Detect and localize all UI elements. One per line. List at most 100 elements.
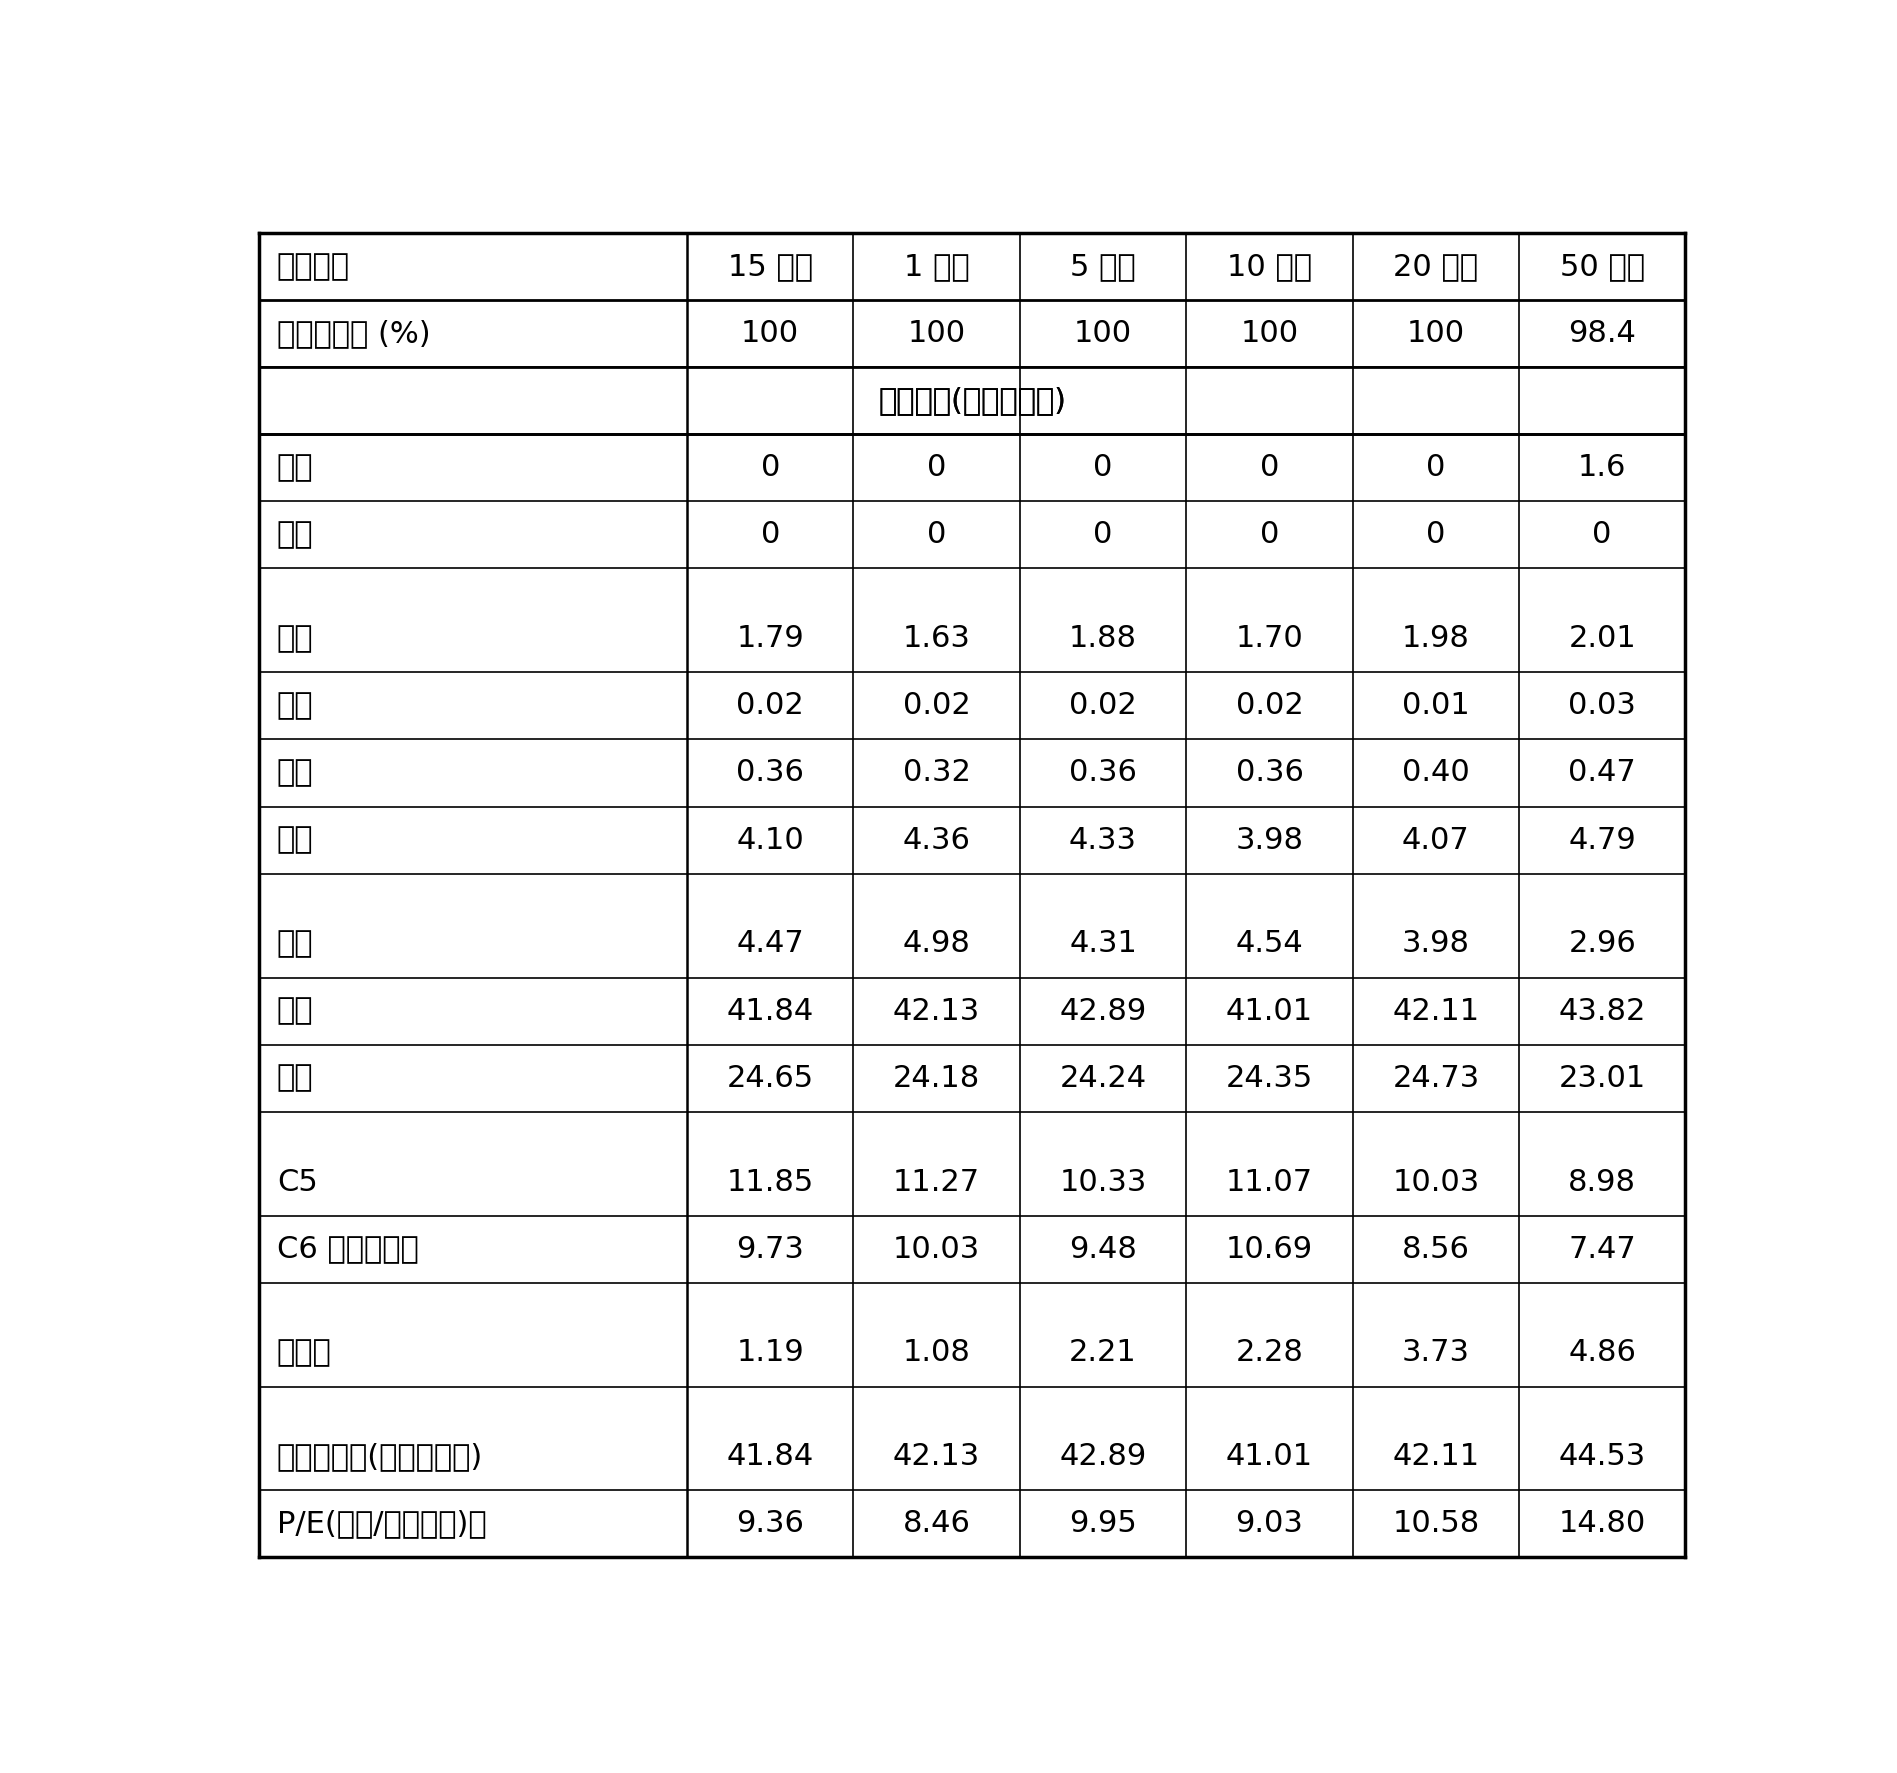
Text: 乙烷: 乙烷 — [277, 691, 313, 720]
Text: 甲醚: 甲醚 — [277, 521, 313, 550]
Text: 2.01: 2.01 — [1569, 624, 1635, 654]
Text: 4.36: 4.36 — [903, 826, 971, 855]
Bar — [260, 874, 1685, 911]
Bar — [260, 234, 1685, 300]
Text: 甲醇: 甲醇 — [277, 454, 313, 482]
Text: 产物分布(重量百分比): 产物分布(重量百分比) — [878, 387, 1066, 415]
Text: 0.36: 0.36 — [1235, 759, 1303, 787]
Text: 1.08: 1.08 — [903, 1339, 971, 1367]
Text: 4.47: 4.47 — [736, 929, 804, 959]
Text: 50 小时: 50 小时 — [1559, 252, 1645, 282]
Text: 8.56: 8.56 — [1402, 1234, 1470, 1264]
Text: 9.36: 9.36 — [736, 1509, 804, 1539]
Bar — [260, 1319, 1685, 1386]
Text: 4.79: 4.79 — [1569, 826, 1635, 855]
Text: 5 小时: 5 小时 — [1070, 252, 1136, 282]
Bar — [260, 367, 1685, 434]
Text: 0: 0 — [928, 521, 947, 550]
Bar — [260, 1386, 1685, 1424]
Text: 1.70: 1.70 — [1235, 624, 1303, 654]
Text: 11.27: 11.27 — [893, 1167, 981, 1197]
Bar — [260, 502, 1685, 569]
Text: 3.98: 3.98 — [1402, 929, 1470, 959]
Text: 0.40: 0.40 — [1402, 759, 1470, 787]
Bar — [260, 739, 1685, 807]
Text: 0: 0 — [928, 454, 947, 482]
Text: 41.84: 41.84 — [727, 1443, 814, 1472]
Text: 乙烯: 乙烯 — [277, 929, 313, 959]
Text: 11.85: 11.85 — [727, 1167, 814, 1197]
Text: C6 以上脂肪烃: C6 以上脂肪烃 — [277, 1234, 419, 1264]
Text: 1.88: 1.88 — [1070, 624, 1136, 654]
Text: 0: 0 — [1427, 521, 1446, 550]
Text: 42.13: 42.13 — [893, 996, 981, 1025]
Bar — [260, 434, 1685, 502]
Text: 0: 0 — [1260, 454, 1279, 482]
Text: 9.95: 9.95 — [1070, 1509, 1136, 1539]
Text: 43.82: 43.82 — [1559, 996, 1647, 1025]
Text: 4.33: 4.33 — [1070, 826, 1136, 855]
Text: 1.63: 1.63 — [903, 624, 971, 654]
Bar — [260, 1282, 1685, 1319]
Text: 41.84: 41.84 — [727, 996, 814, 1025]
Text: 15 分钟: 15 分钟 — [728, 252, 812, 282]
Bar — [260, 1044, 1685, 1112]
Text: 0.02: 0.02 — [736, 691, 804, 720]
Text: 0: 0 — [761, 521, 780, 550]
Text: 4.86: 4.86 — [1569, 1339, 1635, 1367]
Text: 44.53: 44.53 — [1559, 1443, 1647, 1472]
Text: 100: 100 — [742, 319, 799, 348]
Text: 100: 100 — [1074, 319, 1133, 348]
Text: 10.03: 10.03 — [1392, 1167, 1480, 1197]
Text: 10 小时: 10 小时 — [1227, 252, 1313, 282]
Text: 20 小时: 20 小时 — [1394, 252, 1478, 282]
Text: 24.24: 24.24 — [1060, 1064, 1146, 1092]
Text: 0.02: 0.02 — [1235, 691, 1303, 720]
Text: 11.07: 11.07 — [1225, 1167, 1313, 1197]
Text: 0.02: 0.02 — [903, 691, 971, 720]
Text: 42.11: 42.11 — [1392, 1443, 1480, 1472]
Text: 24.65: 24.65 — [727, 1064, 814, 1092]
Text: 1.79: 1.79 — [736, 624, 804, 654]
Text: 98.4: 98.4 — [1569, 319, 1635, 348]
Text: 丙烯: 丙烯 — [277, 996, 313, 1025]
Text: 4.07: 4.07 — [1402, 826, 1470, 855]
Bar — [260, 1424, 1685, 1491]
Text: 3.98: 3.98 — [1235, 826, 1303, 855]
Text: 4.31: 4.31 — [1070, 929, 1136, 959]
Text: 丙烷: 丙烷 — [277, 759, 313, 787]
Text: 0.36: 0.36 — [736, 759, 804, 787]
Text: 0: 0 — [1427, 454, 1446, 482]
Text: 1.6: 1.6 — [1578, 454, 1626, 482]
Text: 2.28: 2.28 — [1235, 1339, 1303, 1367]
Bar — [260, 1149, 1685, 1216]
Text: 甲醇转化率 (%): 甲醇转化率 (%) — [277, 319, 431, 348]
Text: 2.21: 2.21 — [1070, 1339, 1136, 1367]
Bar — [260, 911, 1685, 977]
Text: 0: 0 — [1093, 454, 1114, 482]
Text: 甲烷: 甲烷 — [277, 624, 313, 654]
Text: 24.35: 24.35 — [1225, 1064, 1313, 1092]
Text: 4.54: 4.54 — [1235, 929, 1303, 959]
Text: 8.98: 8.98 — [1569, 1167, 1637, 1197]
Text: 0: 0 — [1093, 521, 1114, 550]
Bar — [260, 672, 1685, 739]
Text: 丁烷: 丁烷 — [277, 826, 313, 855]
Text: 产物分布(重量百分比): 产物分布(重量百分比) — [878, 387, 1066, 415]
Text: 3.73: 3.73 — [1402, 1339, 1470, 1367]
Text: 0.02: 0.02 — [1070, 691, 1136, 720]
Bar — [260, 1491, 1685, 1557]
Text: 0.32: 0.32 — [903, 759, 971, 787]
Text: 1.19: 1.19 — [736, 1339, 804, 1367]
Text: 42.11: 42.11 — [1392, 996, 1480, 1025]
Text: 4.98: 4.98 — [903, 929, 971, 959]
Text: 运行时间: 运行时间 — [277, 252, 349, 282]
Bar — [260, 300, 1685, 367]
Text: 8.46: 8.46 — [903, 1509, 971, 1539]
Text: 1 小时: 1 小时 — [903, 252, 969, 282]
Text: 0.47: 0.47 — [1569, 759, 1635, 787]
Text: 10.69: 10.69 — [1225, 1234, 1313, 1264]
Text: 0.36: 0.36 — [1070, 759, 1136, 787]
Text: 42.13: 42.13 — [893, 1443, 981, 1472]
Text: 丙烯选择性(重量百分比): 丙烯选择性(重量百分比) — [277, 1443, 484, 1472]
